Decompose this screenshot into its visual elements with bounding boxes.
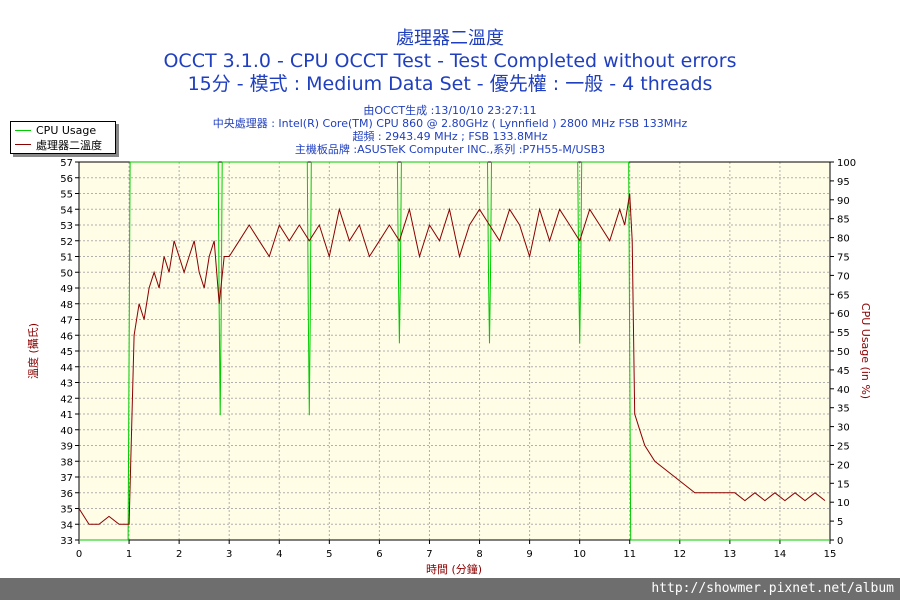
x-tick-label: 13 — [723, 549, 736, 560]
x-tick-label: 2 — [176, 549, 182, 560]
chart-subtitle-2: 15分 - 模式 : Medium Data Set - 優先權 : 一般 - … — [187, 73, 713, 95]
y-tick-label-left: 38 — [60, 457, 73, 468]
legend-item-cpu-usage: CPU Usage — [15, 124, 96, 137]
y-tick-label-left: 43 — [60, 379, 73, 390]
info-line-generated: 由OCCT生成 :13/10/10 23:27:11 — [363, 104, 537, 117]
y-tick-label-right: 20 — [837, 460, 850, 471]
footer-bar: http://showmer.pixnet.net/album — [0, 578, 900, 600]
x-tick-label: 12 — [673, 549, 686, 560]
x-tick-label: 9 — [526, 549, 532, 560]
series-line-temperature — [78, 193, 826, 525]
legend-swatch-cpu-usage — [15, 130, 31, 131]
x-tick-label: 0 — [76, 549, 82, 560]
y-tick-label-right: 75 — [837, 253, 850, 264]
chart-svg: 3334353637383940414243444546474849505152… — [26, 158, 872, 576]
legend-item-temperature: 處理器二溫度 — [15, 138, 102, 152]
x-tick-label: 4 — [276, 549, 282, 560]
y-tick-label-left: 34 — [60, 520, 73, 531]
y-tick-label-right: 65 — [837, 290, 850, 301]
y-tick-label-left: 56 — [60, 174, 73, 185]
y-tick-label-left: 41 — [60, 410, 73, 421]
y-tick-label-left: 45 — [60, 347, 73, 358]
y-tick-label-right: 25 — [837, 442, 850, 453]
y-tick-label-left: 53 — [60, 221, 73, 232]
y-tick-label-left: 35 — [60, 505, 73, 516]
y-tick-label-right: 35 — [837, 404, 850, 415]
y-tick-label-right: 10 — [837, 498, 850, 509]
y-tick-label-left: 50 — [60, 268, 73, 279]
y-tick-label-left: 44 — [60, 363, 73, 374]
y-tick-label-right: 5 — [837, 517, 843, 528]
y-tick-label-left: 55 — [60, 190, 73, 201]
chart-legend: CPU Usage 處理器二溫度 — [10, 121, 116, 154]
legend-label-cpu-usage: CPU Usage — [36, 124, 97, 137]
info-line-cpu: 中央處理器 : Intel(R) Core(TM) CPU 860 @ 2.80… — [212, 117, 688, 130]
y-tick-label-left: 39 — [60, 442, 73, 453]
y-tick-label-left: 36 — [60, 489, 73, 500]
x-tick-label: 10 — [573, 549, 586, 560]
y-tick-label-left: 51 — [60, 253, 73, 264]
y-tick-label-left: 37 — [60, 473, 73, 484]
y-tick-label-right: 60 — [837, 309, 850, 320]
y-tick-label-left: 40 — [60, 426, 73, 437]
y-tick-label-right: 80 — [837, 234, 850, 245]
x-tick-label: 14 — [774, 549, 787, 560]
x-tick-label: 5 — [326, 549, 332, 560]
y-tick-label-right: 85 — [837, 215, 850, 226]
series-layer — [78, 161, 830, 541]
y-tick-label-right: 95 — [837, 177, 850, 188]
y-tick-label-left: 48 — [60, 300, 73, 311]
info-line-motherboard: 主機板品牌 :ASUSTeK Computer INC.,系列 :P7H55-M… — [294, 143, 606, 156]
y-tick-label-right: 70 — [837, 271, 850, 282]
x-tick-label: 15 — [824, 549, 837, 560]
x-axis-label: 時間 (分鐘) — [426, 562, 482, 576]
y-tick-label-left: 47 — [60, 316, 73, 327]
legend-swatch-temperature — [15, 144, 31, 145]
y-tick-label-left: 46 — [60, 331, 73, 342]
chart-subtitle-1: OCCT 3.1.0 - CPU OCCT Test - Test Comple… — [163, 50, 737, 72]
y-tick-label-left: 42 — [60, 394, 73, 405]
y-tick-label-right: 50 — [837, 347, 850, 358]
y-tick-label-left: 49 — [60, 284, 73, 295]
y-axis-label-right: CPU Usage (in %) — [859, 303, 872, 399]
chart-title: 處理器二溫度 — [396, 28, 504, 49]
y-tick-label-left: 52 — [60, 237, 73, 248]
y-tick-label-right: 90 — [837, 196, 850, 207]
y-tick-label-right: 55 — [837, 328, 850, 339]
legend-label-temperature: 處理器二溫度 — [36, 138, 102, 152]
y-tick-label-right: 15 — [837, 479, 850, 490]
y-tick-label-right: 30 — [837, 423, 850, 434]
y-tick-label-right: 45 — [837, 366, 850, 377]
x-tick-label: 11 — [623, 549, 636, 560]
x-tick-label: 7 — [426, 549, 432, 560]
info-line-overclock: 超頻 : 2943.49 MHz ; FSB 133.8MHz — [352, 130, 548, 143]
y-tick-label-left: 33 — [60, 536, 73, 547]
footer-url: http://showmer.pixnet.net/album — [651, 581, 894, 596]
y-axis-label-left: 溫度 (攝氏) — [26, 323, 40, 379]
y-tick-label-left: 57 — [60, 158, 73, 169]
y-tick-label-right: 0 — [837, 536, 843, 547]
y-tick-label-right: 100 — [837, 158, 856, 169]
axes: 3334353637383940414243444546474849505152… — [60, 158, 856, 560]
y-tick-label-right: 40 — [837, 385, 850, 396]
x-tick-label: 3 — [226, 549, 232, 560]
y-tick-label-left: 54 — [60, 205, 73, 216]
series-line-cpu-usage — [79, 161, 830, 541]
x-tick-label: 1 — [126, 549, 132, 560]
x-tick-label: 8 — [476, 549, 482, 560]
x-tick-label: 6 — [376, 549, 382, 560]
